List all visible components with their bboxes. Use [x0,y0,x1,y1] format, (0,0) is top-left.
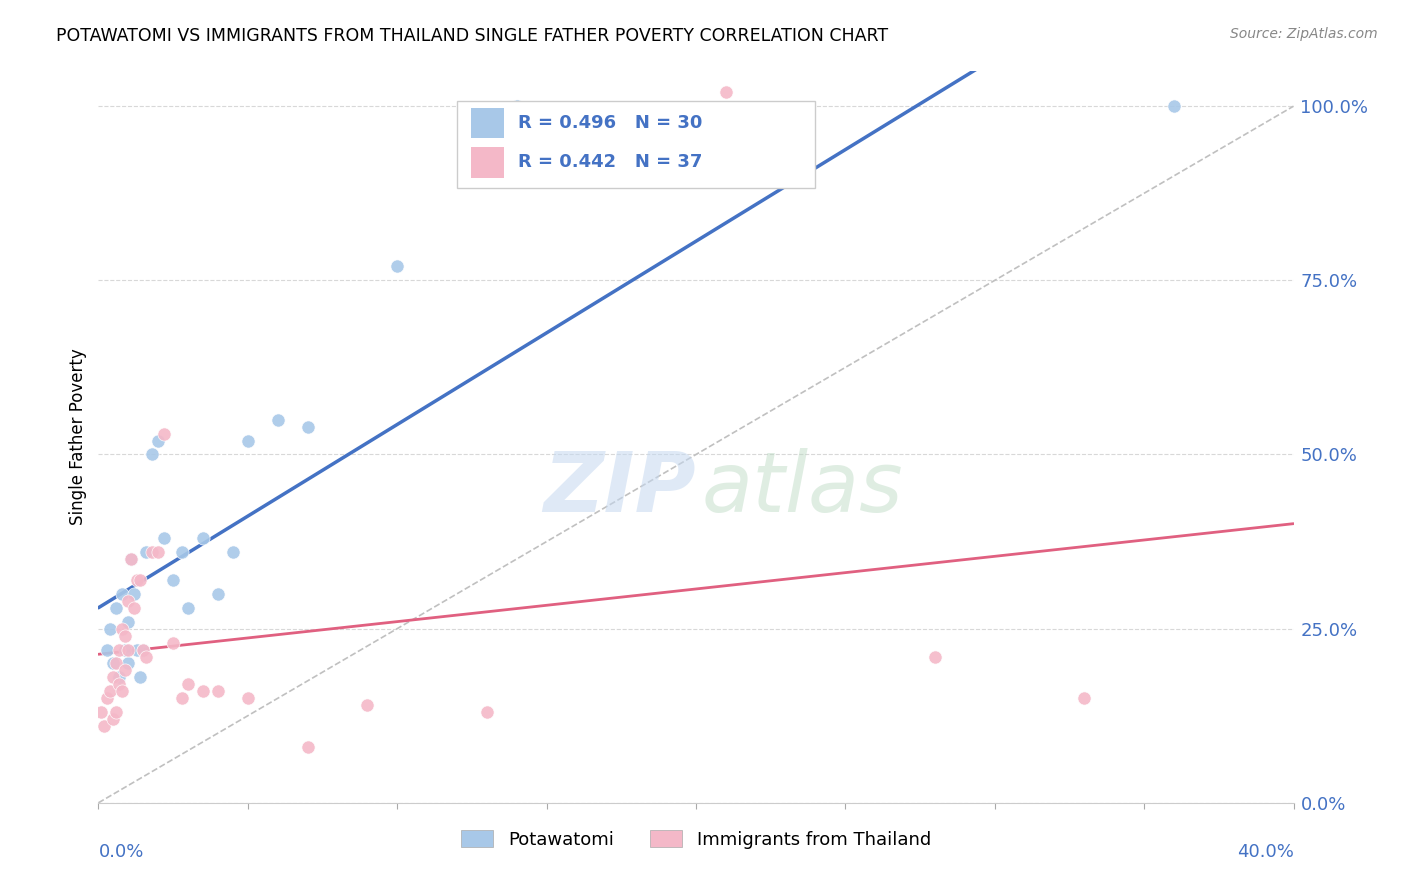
Point [114,664,136,678]
Point [103,712,125,726]
Point [162,573,184,587]
Point [124,587,146,601]
Point [153,531,176,545]
Point [356,698,378,713]
Point [153,426,176,441]
Point [105,600,128,615]
Point [135,545,157,559]
Point [105,657,128,671]
Point [475,705,498,719]
Point [90,705,112,719]
Point [924,649,946,664]
Point [141,545,163,559]
Point [117,642,139,657]
Point [132,642,155,657]
Point [236,434,259,448]
Point [129,670,152,684]
Point [98,622,122,636]
Point [96,642,118,657]
Point [114,642,136,657]
Text: ZIP: ZIP [543,448,696,529]
Point [162,635,184,649]
Point [111,622,134,636]
Point [132,642,155,657]
Point [108,670,131,684]
Point [177,677,200,691]
Point [111,587,134,601]
Point [108,642,131,657]
Point [135,649,157,664]
Point [1073,691,1095,706]
Point [120,552,142,566]
Point [103,670,125,684]
Point [141,448,163,462]
Point [236,691,259,706]
Point [111,684,134,698]
Point [172,691,194,706]
Point [714,85,737,99]
Text: POTAWATOMI VS IMMIGRANTS FROM THAILAND SINGLE FATHER POVERTY CORRELATION CHART: POTAWATOMI VS IMMIGRANTS FROM THAILAND S… [56,27,889,45]
Point [207,684,229,698]
Point [191,684,214,698]
Point [148,545,170,559]
Point [177,600,200,615]
Point [93,719,115,733]
Text: Source: ZipAtlas.com: Source: ZipAtlas.com [1230,27,1378,41]
Point [506,99,529,113]
Text: 0.0%: 0.0% [98,843,143,861]
Point [124,600,146,615]
Point [222,545,245,559]
Point [191,531,214,545]
Point [117,615,139,629]
Point [127,573,149,587]
Point [117,657,139,671]
Point [172,545,194,559]
Point [297,419,319,434]
Point [105,705,128,719]
Point [127,642,149,657]
Point [108,677,131,691]
Point [103,657,125,671]
Point [120,552,142,566]
Legend: Potawatomi, Immigrants from Thailand: Potawatomi, Immigrants from Thailand [461,830,931,848]
Text: 40.0%: 40.0% [1237,843,1294,861]
Text: atlas: atlas [702,448,904,529]
Point [129,573,152,587]
Point [385,260,409,274]
Point [207,587,229,601]
Point [148,434,170,448]
Point [98,684,122,698]
Point [114,629,136,643]
Point [297,740,319,755]
Point [117,594,139,608]
Y-axis label: Single Father Poverty: Single Father Poverty [69,349,87,525]
Point [267,412,290,426]
Point [96,691,118,706]
Point [1163,99,1185,113]
